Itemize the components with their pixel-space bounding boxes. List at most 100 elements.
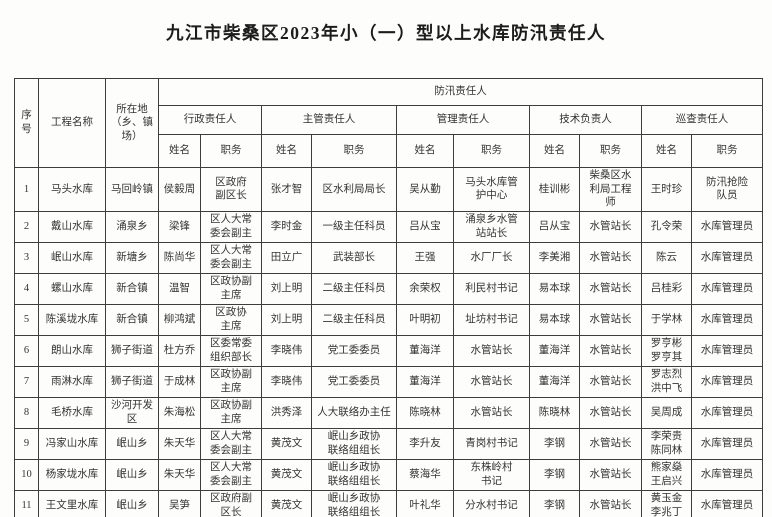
table-row: 11 王文里水库 岷山乡 吴笋 区政府副 区长 黄茂文 岷山乡政协 联络组组长 叶礼华 分水村书…	[14, 489, 763, 517]
admin-name-cell: 于成林	[158, 365, 201, 398]
inspector-title-cell: 水库管理员	[691, 458, 763, 491]
manager-title-cell: 水管站长	[453, 334, 530, 367]
supervisor-title-cell: 武装部长	[311, 241, 397, 274]
column-header-location: 所在地 （乡、镇 场）	[105, 78, 159, 168]
technical-name-cell: 李钢	[529, 489, 580, 517]
technical-name-cell: 易本球	[529, 303, 580, 336]
manager-name-cell: 李升友	[396, 427, 454, 460]
supervisor-title-cell: 岷山乡政协 联络组组长	[311, 489, 397, 517]
project-name-cell: 螺山水库	[38, 272, 106, 305]
table-row: 10 杨家垅水库 岷山乡 朱天华 区人大常 委会副主 黄茂文 岷山乡政协 联络组组长 蔡海华东…	[14, 458, 763, 491]
group-header-manager: 管理责任人	[396, 105, 530, 135]
seq-cell: 5	[14, 303, 39, 336]
manager-title-cell: 水厂厂长	[453, 241, 530, 274]
seq-cell: 10	[14, 458, 39, 491]
location-cell: 新合镇	[105, 303, 159, 336]
location-cell: 狮子街道	[105, 334, 159, 367]
supervisor-name-cell: 黄茂文	[261, 427, 312, 460]
technical-name-cell: 陈晓林	[529, 396, 580, 429]
inspector-title-cell: 水库管理员	[691, 365, 763, 398]
manager-title-cell: 东株岭村 书记	[453, 458, 530, 491]
manager-name-cell: 余荣权	[396, 272, 454, 305]
supervisor-title-cell: 人大联络办主任	[311, 396, 397, 429]
subheader-admin-title: 职务	[200, 134, 262, 168]
subheader-manager-name: 姓名	[396, 134, 454, 168]
inspector-name-cell: 吕桂彩	[641, 272, 692, 305]
project-name-cell: 马头水库	[38, 167, 106, 212]
manager-name-cell: 蔡海华	[396, 458, 454, 491]
subheader-supervisor-title: 职务	[311, 134, 397, 168]
inspector-title-cell: 水库管理员	[691, 272, 763, 305]
inspector-title-cell: 防汛抢险 队员	[691, 167, 763, 212]
supervisor-name-cell: 李晓伟	[261, 334, 312, 367]
admin-title-cell: 区政协 主席	[200, 303, 262, 336]
technical-name-cell: 董海洋	[529, 365, 580, 398]
supervisor-name-cell: 李晓伟	[261, 365, 312, 398]
manager-title-cell: 利民村书记	[453, 272, 530, 305]
technical-name-cell: 桂训彬	[529, 167, 580, 212]
supervisor-title-cell: 岷山乡政协 联络组组长	[311, 458, 397, 491]
project-name-cell: 雨淋水库	[38, 365, 106, 398]
supervisor-title-cell: 区水利局局长	[311, 167, 397, 212]
admin-title-cell: 区人大常 委会副主	[200, 241, 262, 274]
technical-title-cell: 水管站长	[579, 458, 642, 491]
manager-name-cell: 叶礼华	[396, 489, 454, 517]
inspector-name-cell: 王时珍	[641, 167, 692, 212]
header-row-groups: 行政责任人 主管责任人 管理责任人 技术负责人 巡查责任人	[15, 105, 763, 135]
inspector-name-cell: 陈云	[641, 241, 692, 274]
technical-name-cell: 李美湘	[529, 241, 580, 274]
column-header-seq: 序 号	[14, 78, 39, 168]
admin-name-cell: 梁锋	[158, 210, 201, 243]
responsible-persons-table: 序 号 工程名称 所在地 （乡、镇 场） 防汛责任人 行政责任人 主管责任人 管…	[14, 78, 763, 517]
admin-title-cell: 区政协副 主席	[200, 272, 262, 305]
table-row: 2 戴山水库 涌泉乡 梁锋 区人大常 委会副主 李时金 一级主任科员 吕从宝 涌泉乡水管 站站长…	[14, 210, 763, 243]
project-name-cell: 王文里水库	[38, 489, 106, 517]
supervisor-name-cell: 田立广	[261, 241, 312, 274]
technical-name-cell: 吕从宝	[529, 210, 580, 243]
technical-title-cell: 水管站长	[579, 272, 642, 305]
supervisor-name-cell: 刘上明	[261, 303, 312, 336]
project-name-cell: 毛桥水库	[38, 396, 106, 429]
project-name-cell: 岷山水库	[38, 241, 106, 274]
inspector-name-cell: 罗志烈 洪中飞	[641, 365, 692, 398]
seq-cell: 8	[14, 396, 39, 429]
subheader-manager-title: 职务	[453, 134, 530, 168]
technical-name-cell: 李钢	[529, 427, 580, 460]
inspector-name-cell: 罗亨彬 罗亨其	[641, 334, 692, 367]
inspector-name-cell: 熊家燊 王启兴	[641, 458, 692, 491]
admin-name-cell: 陈尚华	[158, 241, 201, 274]
supervisor-title-cell: 岷山乡政协 联络组组长	[311, 427, 397, 460]
manager-title-cell: 青岗村书记	[453, 427, 530, 460]
manager-name-cell: 王强	[396, 241, 454, 274]
table-row: 9 冯家山水库 岷山乡 朱天华 区人大常 委会副主 黄茂文 岷山乡政协 联络组组长 李升友 青岗…	[14, 427, 763, 460]
location-cell: 岷山乡	[105, 427, 159, 460]
manager-name-cell: 吕从宝	[396, 210, 454, 243]
admin-name-cell: 杜方乔	[158, 334, 201, 367]
admin-name-cell: 侯毅周	[158, 167, 201, 212]
technical-title-cell: 水管站长	[579, 210, 642, 243]
supervisor-name-cell: 刘上明	[261, 272, 312, 305]
technical-title-cell: 水管站长	[579, 303, 642, 336]
seq-cell: 1	[14, 167, 39, 212]
group-header-inspector: 巡查责任人	[641, 105, 763, 135]
header-row-top: 序 号 工程名称 所在地 （乡、镇 场） 防汛责任人	[14, 78, 763, 168]
supervisor-name-cell: 洪秀泽	[261, 396, 312, 429]
seq-cell: 2	[14, 210, 39, 243]
group-header-technical: 技术负责人	[529, 105, 642, 135]
inspector-name-cell: 李荣贵 陈同林	[641, 427, 692, 460]
supervisor-name-cell: 李时金	[261, 210, 312, 243]
manager-title-cell: 水管站长	[453, 365, 530, 398]
manager-name-cell: 叶明初	[396, 303, 454, 336]
subheader-technical-name: 姓名	[529, 134, 580, 168]
page-title: 九江市柴桑区2023年小（一）型以上水库防汛责任人	[166, 23, 606, 43]
admin-name-cell: 吴笋	[158, 489, 201, 517]
inspector-title-cell: 水库管理员	[691, 241, 763, 274]
admin-title-cell: 区人大常 委会副主	[200, 427, 262, 460]
supervisor-title-cell: 二级主任科员	[311, 303, 397, 336]
table-row: 6 朗山水库 狮子街道 杜方乔 区委常委 组织部长 李晓伟 党工委委员 董海洋 水管站长 董海洋水…	[14, 334, 763, 367]
manager-title-cell: 涌泉乡水管 站站长	[453, 210, 530, 243]
supervisor-name-cell: 黄茂文	[261, 458, 312, 491]
seq-cell: 11	[14, 489, 39, 517]
admin-name-cell: 柳鸿斌	[158, 303, 201, 336]
